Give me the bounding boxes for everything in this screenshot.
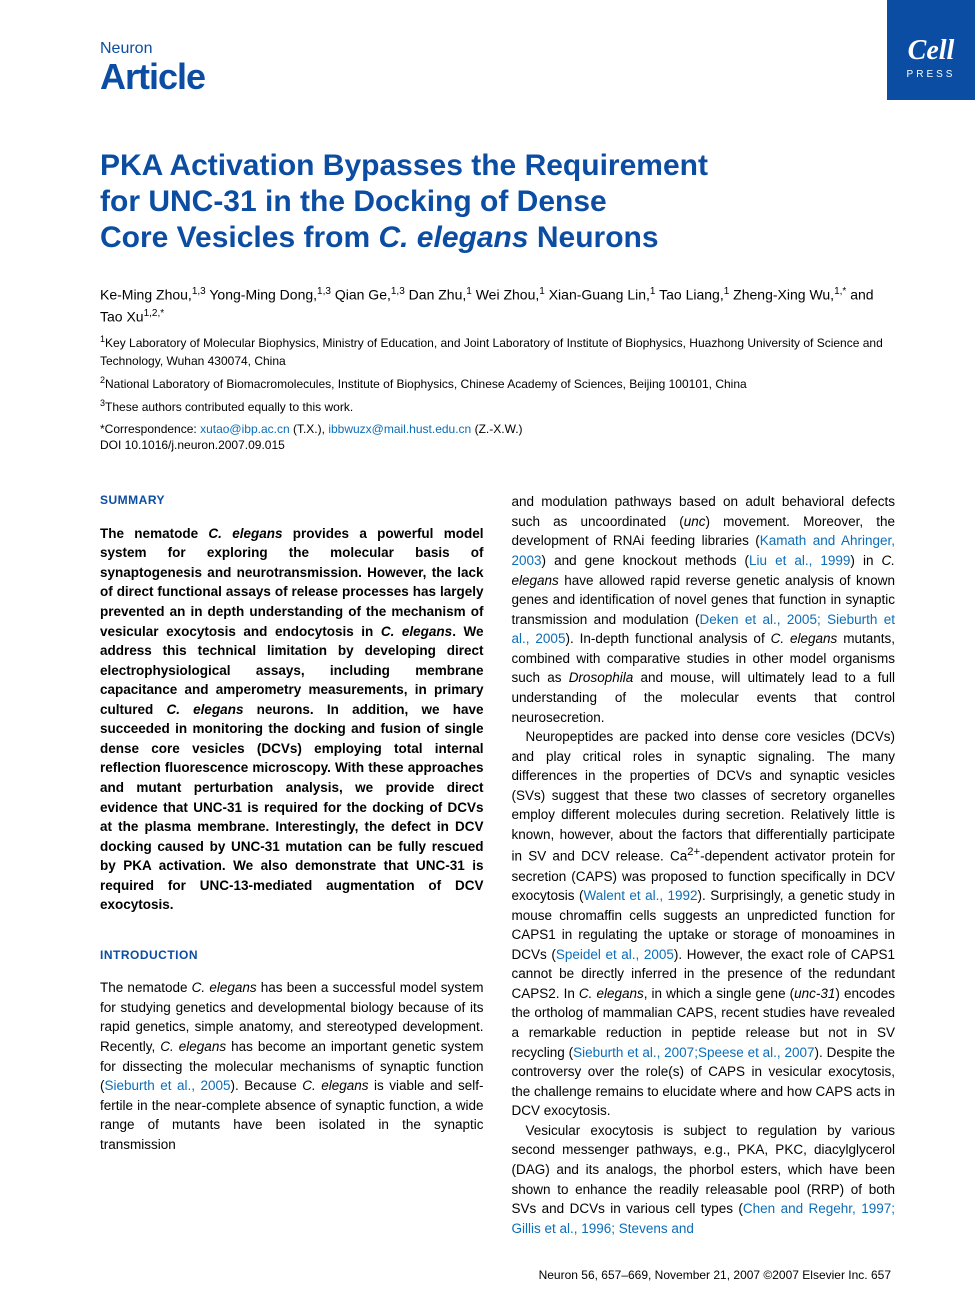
- email-link-2[interactable]: ibbwuzx@mail.hust.edu.cn: [328, 422, 471, 436]
- col2-paragraph-1: and modulation pathways based on adult b…: [512, 492, 896, 727]
- summary-heading: SUMMARY: [100, 492, 484, 509]
- citation-link[interactable]: Walent et al., 1992: [583, 888, 697, 903]
- correspondence-label: *Correspondence:: [100, 422, 200, 436]
- citation-link[interactable]: Liu et al., 1999: [749, 553, 850, 568]
- page-content: Neuron Article PKA Activation Bypasses t…: [0, 0, 975, 1312]
- introduction-heading: INTRODUCTION: [100, 947, 484, 964]
- title-species: C. elegans: [378, 221, 528, 254]
- intro-paragraph-1: The nematode C. elegans has been a succe…: [100, 978, 484, 1154]
- right-column: and modulation pathways based on adult b…: [512, 492, 896, 1238]
- correspondence: *Correspondence: xutao@ibp.ac.cn (T.X.),…: [100, 420, 895, 438]
- doi: DOI 10.1016/j.neuron.2007.09.015: [100, 438, 895, 452]
- publisher-sub: PRESS: [887, 69, 975, 80]
- affiliation-2: 2National Laboratory of Biomacromolecule…: [100, 374, 895, 393]
- left-column: SUMMARY The nematode C. elegans provides…: [100, 492, 484, 1238]
- affiliation-3: 3These authors contributed equally to th…: [100, 397, 895, 416]
- title-line-1: PKA Activation Bypasses the Requirement: [100, 149, 708, 182]
- affiliation-1: 1Key Laboratory of Molecular Biophysics,…: [100, 333, 895, 370]
- col2-paragraph-3: Vesicular exocytosis is subject to regul…: [512, 1121, 896, 1238]
- col2-paragraph-2: Neuropeptides are packed into dense core…: [512, 727, 896, 1121]
- citation-link[interactable]: Sieburth et al., 2007;Speese et al., 200…: [573, 1045, 814, 1060]
- authors-list: Ke-Ming Zhou,1,3 Yong-Ming Dong,1,3 Qian…: [100, 284, 895, 327]
- article-title: PKA Activation Bypasses the Requirement …: [100, 148, 895, 256]
- title-line-3a: Core Vesicles from: [100, 221, 378, 254]
- citation-link[interactable]: Speidel et al., 2005: [556, 947, 674, 962]
- article-type: Article: [100, 56, 895, 98]
- publisher-brand: Cell: [887, 35, 975, 67]
- title-line-2: for UNC-31 in the Docking of Dense: [100, 185, 607, 218]
- two-column-layout: SUMMARY The nematode C. elegans provides…: [100, 492, 895, 1238]
- title-line-3b: Neurons: [529, 221, 659, 254]
- summary-text: The nematode C. elegans provides a power…: [100, 524, 484, 915]
- page-footer: Neuron 56, 657–669, November 21, 2007 ©2…: [100, 1268, 895, 1282]
- citation-link[interactable]: Sieburth et al., 2005: [105, 1078, 231, 1093]
- email-link-1[interactable]: xutao@ibp.ac.cn: [200, 422, 290, 436]
- publisher-badge: Cell PRESS: [887, 0, 975, 100]
